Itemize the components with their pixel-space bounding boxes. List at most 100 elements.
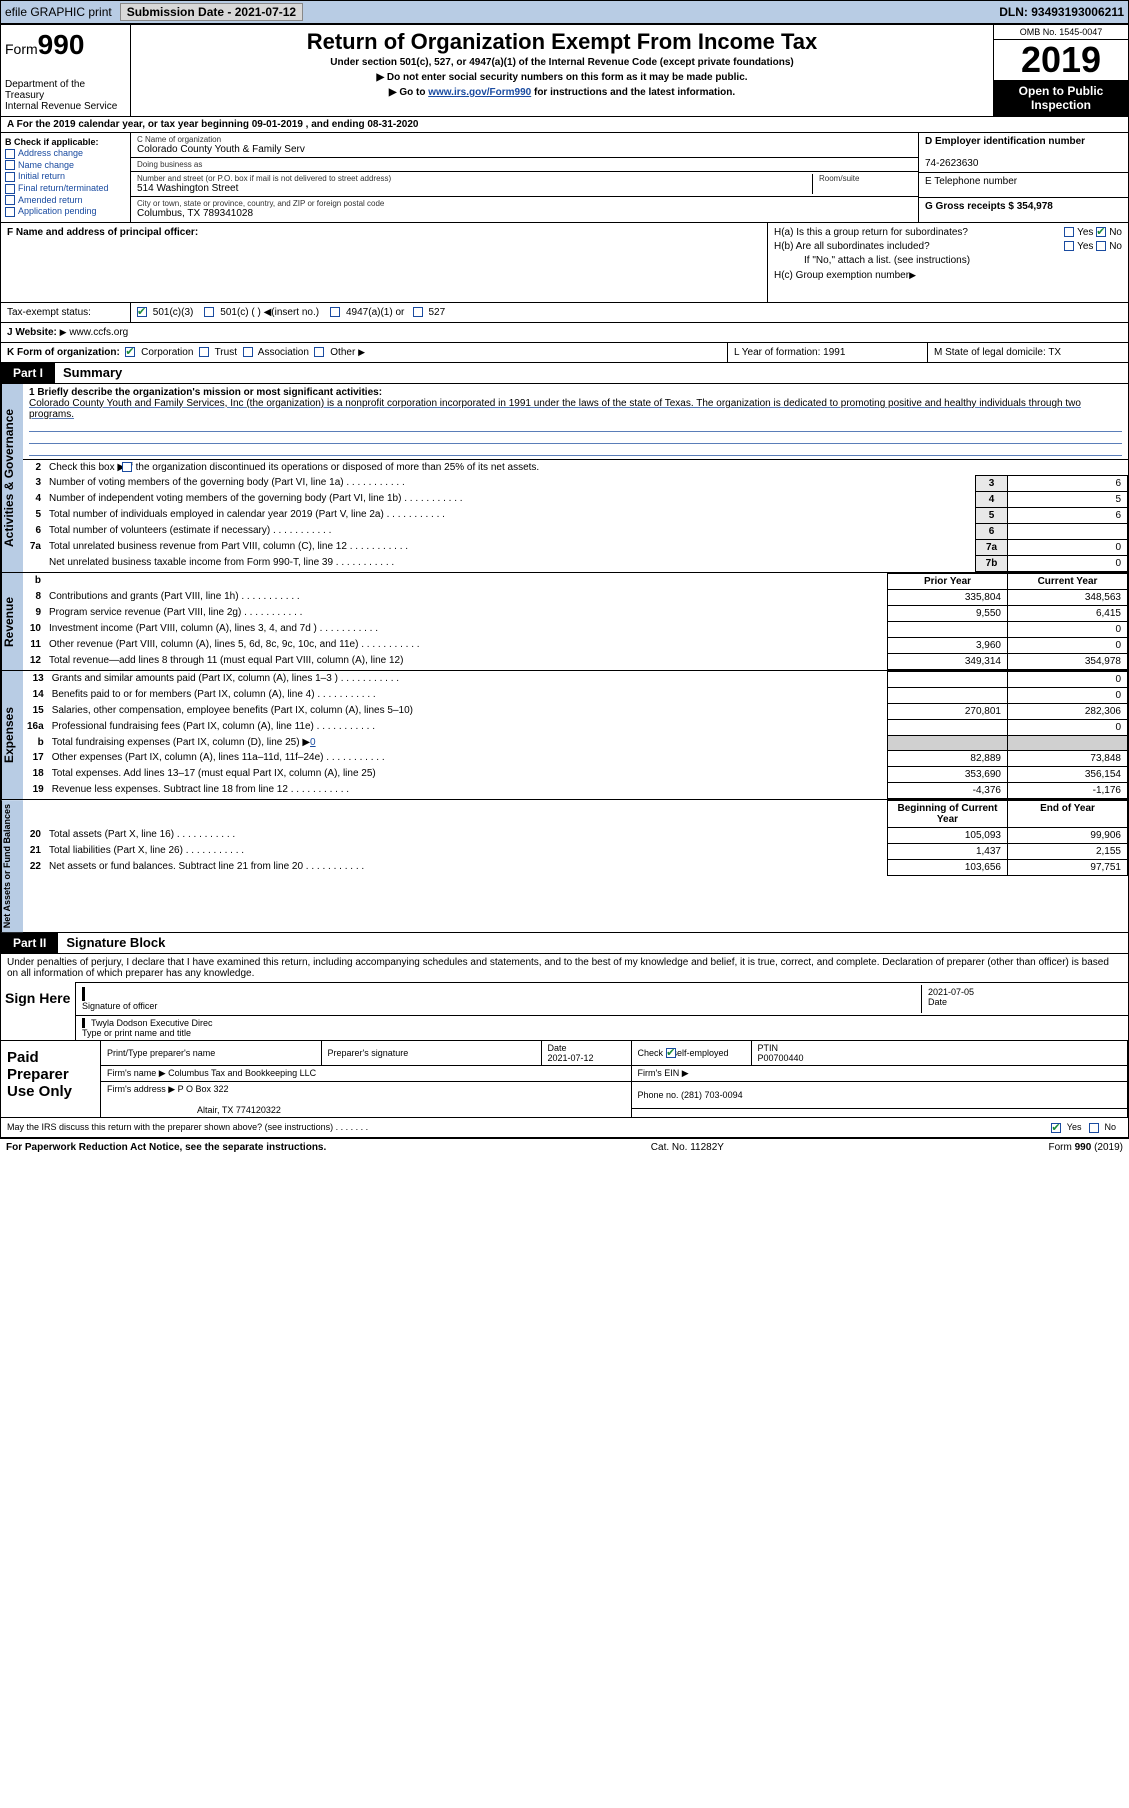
- section-bcde: B Check if applicable: Address change Na…: [0, 133, 1129, 223]
- arrow-icon: [358, 347, 365, 358]
- cb-initial-return[interactable]: Initial return: [5, 171, 126, 182]
- c18: 356,154: [1008, 766, 1128, 782]
- revenue-table: bPrior YearCurrent Year 8Contributions a…: [23, 573, 1128, 670]
- l20: Total assets (Part X, line 16): [45, 827, 888, 843]
- hb-yes[interactable]: Yes: [1064, 241, 1093, 252]
- dln-label: DLN: 93493193006211: [999, 5, 1124, 19]
- k-label: K Form of organization:: [7, 347, 120, 358]
- c20: 99,906: [1008, 827, 1128, 843]
- ptin-label: PTIN: [758, 1043, 779, 1053]
- p21: 1,437: [888, 843, 1008, 859]
- cb-association[interactable]: Association: [243, 347, 309, 358]
- form-990-num: 990: [38, 29, 85, 60]
- hb-note: If "No," attach a list. (see instruction…: [804, 255, 1122, 266]
- l16b-link[interactable]: 0: [310, 737, 316, 748]
- discuss-yes[interactable]: Yes: [1051, 1122, 1081, 1132]
- irs-link[interactable]: www.irs.gov/Form990: [428, 87, 531, 98]
- l3: Number of voting members of the governin…: [45, 475, 976, 491]
- declaration: Under penalties of perjury, I declare th…: [1, 954, 1128, 982]
- city-label: City or town, state or province, country…: [137, 199, 912, 208]
- p8: 335,804: [888, 589, 1008, 605]
- cb-name-change[interactable]: Name change: [5, 160, 126, 171]
- c21: 2,155: [1008, 843, 1128, 859]
- governance-table: 2Check this box ▶ if the organization di…: [23, 460, 1128, 572]
- side-expenses: Expenses: [1, 671, 23, 799]
- p16a: [888, 719, 1008, 735]
- hb-label: H(b) Are all subordinates included?: [774, 241, 1064, 252]
- c12: 354,978: [1008, 653, 1128, 669]
- line-a: A For the 2019 calendar year, or tax yea…: [0, 117, 1129, 133]
- city-value: Columbus, TX 789341028: [137, 208, 912, 219]
- v3: 6: [1008, 475, 1128, 491]
- p17: 82,889: [888, 750, 1008, 766]
- l1-text: Colorado County Youth and Family Service…: [29, 398, 1081, 420]
- firm-name: Columbus Tax and Bookkeeping LLC: [168, 1068, 316, 1078]
- page-footer: For Paperwork Reduction Act Notice, see …: [0, 1138, 1129, 1156]
- cb-trust[interactable]: Trust: [199, 347, 237, 358]
- org-name: Colorado County Youth & Family Serv: [137, 144, 912, 155]
- col-h: H(a) Is this a group return for subordin…: [768, 223, 1128, 302]
- l12: Total revenue—add lines 8 through 11 (mu…: [45, 653, 888, 669]
- submission-date-btn[interactable]: Submission Date - 2021-07-12: [120, 3, 303, 21]
- cb-application-pending[interactable]: Application pending: [5, 206, 126, 217]
- col-c: C Name of organization Colorado County Y…: [131, 133, 918, 222]
- prep-date-label: Date: [548, 1043, 567, 1053]
- c16b: [1008, 735, 1128, 750]
- cb-other[interactable]: Other: [314, 347, 355, 358]
- ha-yes[interactable]: Yes: [1064, 227, 1093, 238]
- l2: Check this box ▶ if the organization dis…: [45, 460, 1128, 476]
- l10: Investment income (Part VIII, column (A)…: [45, 621, 888, 637]
- hb-no[interactable]: No: [1096, 241, 1122, 252]
- discuss-no[interactable]: No: [1089, 1122, 1116, 1132]
- footer-left: For Paperwork Reduction Act Notice, see …: [6, 1142, 326, 1153]
- part2-header: Part II Signature Block: [0, 933, 1129, 954]
- p19: -4,376: [888, 782, 1008, 798]
- l-year-formation: L Year of formation: 1991: [728, 343, 928, 362]
- l5: Total number of individuals employed in …: [45, 507, 976, 523]
- m-state-domicile: M State of legal domicile: TX: [928, 343, 1128, 362]
- ha-no[interactable]: No: [1096, 227, 1122, 238]
- cb-4947[interactable]: 4947(a)(1) or: [330, 307, 404, 318]
- ptin-value: P00700440: [758, 1053, 804, 1063]
- f-label: F Name and address of principal officer:: [7, 227, 198, 238]
- p16b: [888, 735, 1008, 750]
- arrow-icon: [909, 270, 916, 281]
- p9: 9,550: [888, 605, 1008, 621]
- eoy-hdr: End of Year: [1008, 800, 1128, 827]
- col-b: B Check if applicable: Address change Na…: [1, 133, 131, 222]
- v5: 6: [1008, 507, 1128, 523]
- sign-here-label: Sign Here: [1, 982, 76, 1040]
- cb-final-return[interactable]: Final return/terminated: [5, 183, 126, 194]
- prep-name-label: Print/Type preparer's name: [101, 1041, 321, 1066]
- prior-year-hdr: Prior Year: [888, 573, 1008, 589]
- firm-addr2: Altair, TX 774120322: [107, 1105, 281, 1115]
- cb-501c3[interactable]: 501(c)(3): [137, 307, 193, 318]
- addr-label: Number and street (or P.O. box if mail i…: [137, 174, 812, 183]
- cb-line2[interactable]: [122, 462, 132, 472]
- row-klm: K Form of organization: Corporation Trus…: [0, 343, 1129, 363]
- line-1: 1 Briefly describe the organization's mi…: [23, 384, 1128, 460]
- cb-self-employed[interactable]: [666, 1048, 676, 1058]
- side-activities: Activities & Governance: [1, 384, 23, 572]
- expenses-section: Expenses 13Grants and similar amounts pa…: [0, 671, 1129, 800]
- cb-amended-return[interactable]: Amended return: [5, 195, 126, 206]
- cb-address-change[interactable]: Address change: [5, 148, 126, 159]
- c16a: 0: [1008, 719, 1128, 735]
- l8: Contributions and grants (Part VIII, lin…: [45, 589, 888, 605]
- c14: 0: [1008, 687, 1128, 703]
- v4: 5: [1008, 491, 1128, 507]
- cb-501c[interactable]: 501(c) ( ): [204, 307, 260, 318]
- ein-value: 74-2623630: [925, 158, 978, 169]
- open-to-public: Open to Public Inspection: [994, 80, 1128, 116]
- firm-phone: Phone no. (281) 703-0094: [631, 1081, 1128, 1108]
- part1-tag: Part I: [1, 363, 55, 383]
- v6: [1008, 523, 1128, 539]
- form-header: Form990 Department of the Treasury Inter…: [0, 24, 1129, 117]
- side-net-assets: Net Assets or Fund Balances: [1, 800, 23, 932]
- col-de: D Employer identification number 74-2623…: [918, 133, 1128, 222]
- prep-date: 2021-07-12: [548, 1053, 594, 1063]
- cb-527[interactable]: 527: [413, 307, 445, 318]
- paid-preparer: Paid Preparer Use Only Print/Type prepar…: [1, 1040, 1128, 1117]
- cb-corporation[interactable]: Corporation: [125, 347, 193, 358]
- instr-2-post: for instructions and the latest informat…: [531, 87, 735, 98]
